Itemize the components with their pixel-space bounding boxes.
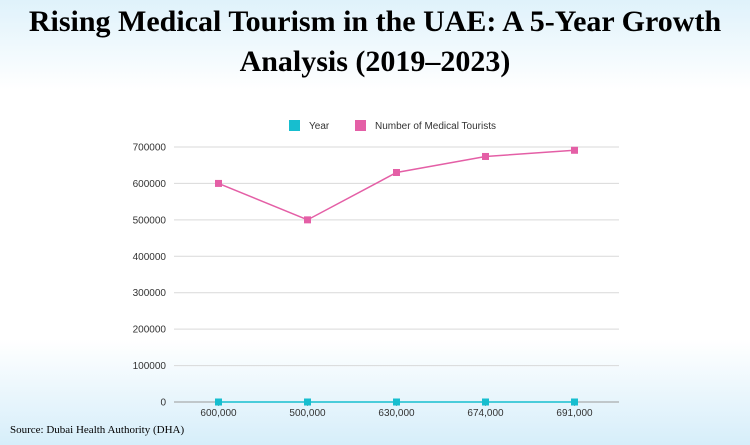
y-axis: 0 100000 200000 300000 400000 500000 600000 700… (133, 143, 167, 409)
source-note: Source: Dubai Health Authority (DHA) (10, 424, 185, 436)
legend-swatch (355, 120, 366, 131)
y-tick-label: 400000 (133, 252, 167, 263)
y-tick-label: 100000 (133, 361, 167, 372)
legend-label: Number of Medical Tourists (375, 121, 496, 132)
y-tick-label: 600000 (133, 179, 167, 190)
x-tick-label: 674,000 (467, 408, 504, 419)
grid-lines (174, 146, 619, 403)
data-point (304, 398, 311, 406)
legend-label: Year (309, 121, 330, 132)
y-tick-label: 200000 (133, 325, 167, 336)
y-tick-label: 0 (160, 398, 166, 409)
legend-swatch (289, 120, 300, 131)
chart-title: Rising Medical Tourism in the UAE: A 5-Y… (0, 2, 750, 82)
x-tick-label: 500,000 (289, 408, 326, 419)
y-tick-label: 300000 (133, 288, 167, 299)
x-tick-label: 630,000 (378, 408, 415, 419)
chart-title-line-2: Analysis (2019–2023) (239, 45, 511, 78)
data-point (304, 216, 311, 224)
data-point (571, 146, 578, 154)
chart-title-line-1: Rising Medical Tourism in the UAE: A 5-Y… (28, 5, 722, 38)
data-point (482, 152, 489, 160)
data-point (482, 398, 489, 406)
data-point (393, 398, 400, 406)
data-point (215, 179, 222, 187)
y-tick-label: 500000 (133, 215, 167, 226)
x-tick-label: 600,000 (200, 408, 237, 419)
data-point (571, 398, 578, 406)
data-point (393, 169, 400, 176)
legend: Year Number of Medical Tourists (289, 120, 496, 132)
series-line-2 (218, 149, 575, 221)
y-tick-label: 700000 (133, 143, 167, 154)
x-tick-label: 691,000 (556, 408, 593, 419)
data-point (215, 398, 222, 406)
series-group (215, 146, 578, 406)
